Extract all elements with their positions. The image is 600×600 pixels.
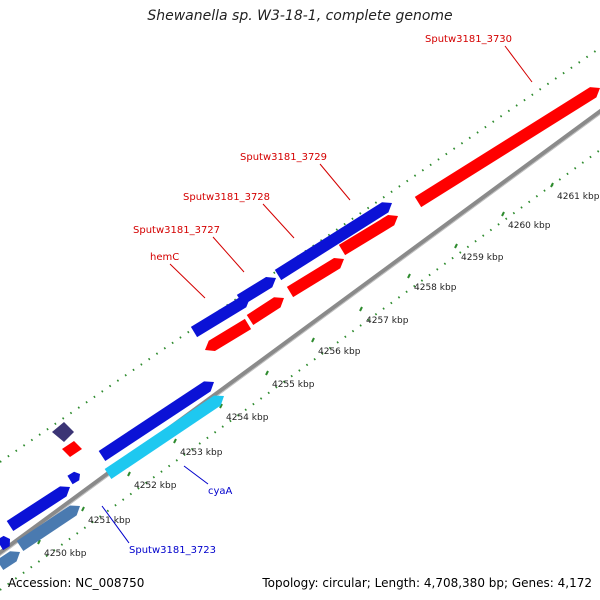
gene-leader-line <box>212 236 245 273</box>
tick-mark <box>407 273 411 279</box>
feature-group <box>0 87 600 571</box>
tick-mark <box>127 471 131 477</box>
tick-label: 4260 kbp <box>508 221 551 231</box>
gene-label: cyaA <box>208 486 233 497</box>
genome-backbone-shadow <box>0 113 600 557</box>
gene-label: Sputw3181_3727 <box>133 225 220 236</box>
cds-feature <box>338 215 398 256</box>
tick-mark <box>454 243 458 249</box>
cds-feature <box>98 381 214 462</box>
accession-text: Accession: NC_008750 <box>8 576 145 590</box>
genome-backbone <box>0 108 600 556</box>
cds-feature <box>246 297 284 326</box>
tick-mark <box>359 306 363 312</box>
tick-label: 4255 kbp <box>272 380 315 390</box>
cds-feature <box>0 535 10 551</box>
tick-mark <box>265 370 269 376</box>
tick-mark <box>501 211 505 217</box>
cds-feature <box>62 441 82 457</box>
tick-mark <box>37 539 41 545</box>
tick-label: 4254 kbp <box>226 413 269 423</box>
tick-label: 4250 kbp <box>44 549 87 559</box>
gene-label-group: Sputw3181_3730 Sputw3181_3729 Sputw3181_37… <box>129 34 512 556</box>
tick-label: 4253 kbp <box>180 448 223 458</box>
cds-feature <box>190 297 250 338</box>
gene-leader-line <box>504 45 533 83</box>
leader-group <box>101 45 533 544</box>
cds-feature <box>67 471 80 485</box>
cds-feature <box>6 486 70 532</box>
tick-label-group: 4250 kbp 4251 kbp 4252 kbp 4253 kbp 4254 kbp… <box>37 182 600 559</box>
tick-mark <box>81 506 85 512</box>
cds-feature <box>104 395 224 479</box>
gene-label: Sputw3181_3723 <box>129 545 216 556</box>
gene-label: hemC <box>150 252 179 263</box>
gene-label: Sputw3181_3728 <box>183 192 270 203</box>
tick-mark <box>173 438 177 444</box>
tick-label: 4251 kbp <box>88 516 131 526</box>
tick-label: 4259 kbp <box>461 253 504 263</box>
cds-feature <box>205 318 252 351</box>
tick-mark <box>219 403 223 409</box>
cds-feature <box>52 422 74 442</box>
tick-label: 4252 kbp <box>134 481 177 491</box>
map-title: Shewanella sp. W3-18-1, complete genome <box>147 8 453 24</box>
gene-leader-line <box>183 465 209 485</box>
tick-mark <box>550 182 554 188</box>
cds-feature <box>274 202 392 281</box>
tick-label: 4258 kbp <box>414 283 457 293</box>
cds-feature <box>16 505 80 551</box>
topology-summary: Topology: circular; Length: 4,708,380 bp… <box>262 576 592 590</box>
tick-mark <box>311 337 315 343</box>
tick-label: 4257 kbp <box>366 316 409 326</box>
cds-feature <box>0 551 20 571</box>
gene-leader-line <box>101 505 130 544</box>
tick-label: 4261 kbp <box>557 192 600 202</box>
tick-label: 4256 kbp <box>318 347 361 357</box>
gene-leader-line <box>169 263 206 299</box>
gene-leader-line <box>319 163 351 201</box>
cds-feature <box>414 87 600 208</box>
gene-label: Sputw3181_3729 <box>240 152 327 163</box>
gene-label: Sputw3181_3730 <box>425 34 512 45</box>
cds-feature <box>286 258 344 298</box>
gene-leader-line <box>262 203 295 239</box>
inner-tick-track <box>0 149 600 591</box>
